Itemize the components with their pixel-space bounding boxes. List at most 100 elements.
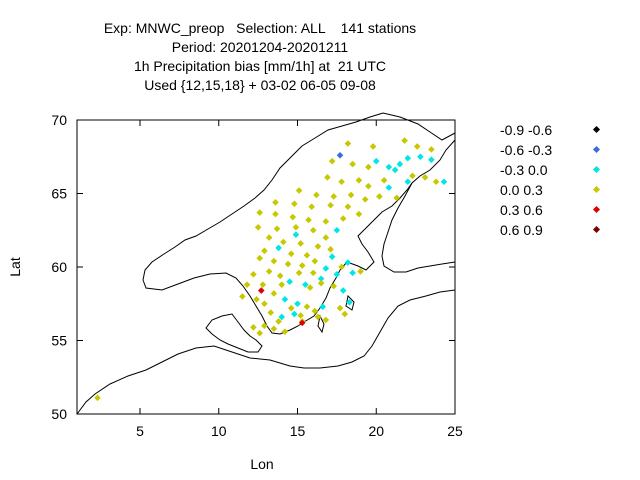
station-point: [94, 394, 101, 402]
station-point: [372, 157, 380, 165]
station-point: [333, 271, 341, 278]
station-point: [369, 143, 377, 150]
y-tick-label: 70: [51, 112, 67, 128]
station-point: [287, 250, 295, 258]
station-point: [309, 226, 317, 234]
station-point: [270, 325, 278, 333]
station-point: [261, 322, 268, 330]
station-point: [275, 244, 282, 252]
station-point: [339, 287, 347, 294]
y-tick-label: 60: [51, 259, 67, 275]
legend-item: 0.0 0.3: [490, 180, 610, 200]
station-point: [292, 224, 300, 231]
station-point: [401, 137, 408, 144]
station-point: [256, 209, 263, 216]
legend-label: 0.0 0.3: [500, 182, 543, 198]
station-point: [333, 226, 341, 234]
station-point: [317, 279, 325, 287]
chart-title-line-4: Used {12,15,18} + 03-02 06-05 09-08: [144, 77, 376, 93]
station-point: [261, 247, 268, 255]
station-point: [338, 263, 345, 271]
station-point: [428, 156, 435, 163]
station-point: [339, 215, 347, 222]
station-point: [327, 246, 334, 253]
station-point: [338, 178, 345, 186]
legend-label: -0.6 -0.3: [500, 142, 553, 158]
station-point: [393, 194, 401, 202]
station-point: [306, 284, 314, 291]
legend-label: -0.9 -0.6: [500, 122, 553, 138]
legend-marker: [592, 225, 601, 234]
station-point: [303, 251, 311, 259]
station-point: [298, 262, 306, 269]
coastline-map: [76, 112, 456, 415]
y-tick-label: 55: [51, 333, 67, 349]
station-point: [413, 143, 421, 150]
station-point: [396, 160, 404, 168]
x-tick-label: 20: [368, 423, 384, 439]
station-point: [349, 160, 356, 168]
station-point: [330, 193, 338, 200]
station-point: [324, 174, 331, 181]
station-point: [298, 319, 306, 327]
station-point: [322, 234, 330, 241]
station-point: [365, 163, 372, 171]
station-point: [250, 323, 257, 331]
station-point: [336, 304, 344, 312]
x-tick-label: 15: [290, 423, 306, 439]
station-point: [292, 231, 300, 238]
station-point: [355, 210, 363, 218]
station-point: [261, 300, 268, 308]
coastline-finland: [381, 182, 456, 273]
x-axis-label: Lon: [250, 456, 273, 472]
y-tick-label: 65: [51, 186, 67, 202]
coastline-denmark: [205, 313, 263, 353]
station-point: [428, 146, 435, 153]
scatter-points: [94, 137, 448, 402]
station-point: [309, 269, 317, 277]
station-point: [328, 157, 336, 165]
station-point: [409, 172, 416, 180]
legend-label: -0.3 0.0: [500, 162, 548, 178]
chart-title-line-3: 1h Precipitation bias [mm/1h] at 21 UTC: [133, 58, 387, 74]
station-point: [311, 257, 319, 265]
station-point: [417, 153, 424, 161]
station-point: [284, 260, 292, 268]
legend-marker: [592, 165, 601, 174]
y-tick-label: 50: [51, 406, 67, 422]
station-point: [256, 329, 263, 337]
station-point: [270, 290, 278, 297]
station-point: [349, 269, 356, 277]
station-point: [314, 313, 322, 321]
station-point: [404, 178, 412, 186]
station-point: [355, 176, 363, 184]
legend-marker: [592, 125, 601, 134]
x-tick-label: 25: [447, 423, 463, 439]
station-point: [322, 265, 330, 272]
station-point: [314, 243, 322, 250]
station-point: [308, 203, 315, 211]
coastline-oland: [317, 314, 325, 334]
station-point: [330, 282, 338, 290]
station-point: [272, 199, 279, 206]
station-point: [281, 328, 289, 335]
station-point: [295, 187, 303, 194]
station-point: [254, 224, 262, 231]
station-point: [344, 140, 352, 147]
station-point: [322, 316, 330, 324]
legend-label: 0.3 0.6: [500, 202, 543, 218]
station-point: [303, 303, 311, 310]
station-point: [294, 300, 301, 308]
station-point: [346, 298, 353, 306]
station-point: [265, 234, 273, 241]
legend-item: 0.6 0.9: [490, 220, 610, 240]
station-point: [341, 310, 349, 318]
station-point: [357, 268, 364, 275]
coastline-continent: [76, 345, 291, 415]
station-point: [380, 176, 388, 184]
station-point: [257, 287, 265, 294]
station-point: [404, 154, 412, 162]
legend-item: 0.3 0.6: [490, 200, 610, 220]
legend-marker: [592, 205, 601, 214]
